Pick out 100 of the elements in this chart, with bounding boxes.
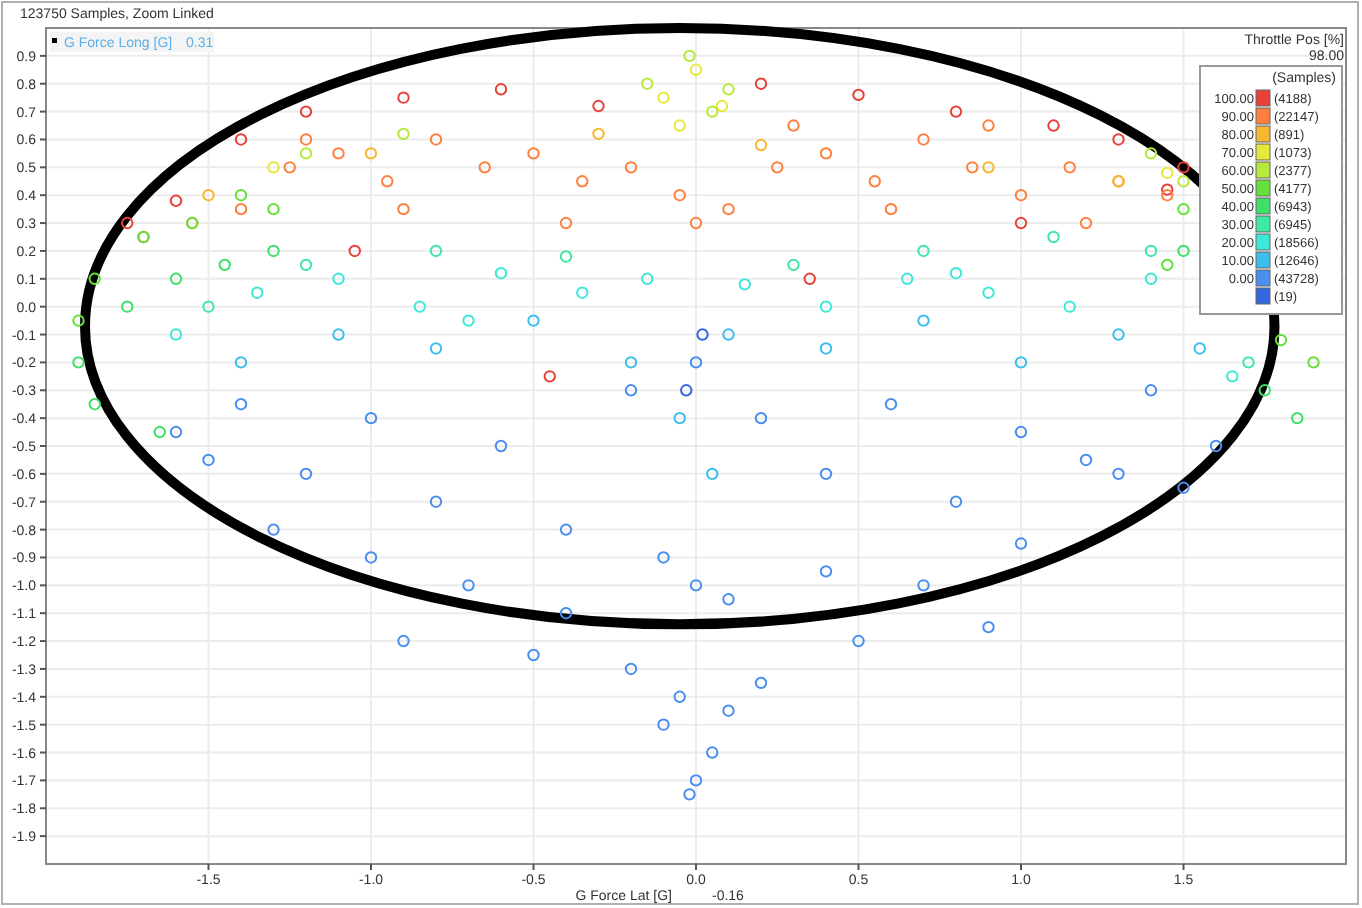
point bbox=[722, 704, 735, 717]
point bbox=[917, 579, 930, 592]
point bbox=[462, 314, 475, 327]
point bbox=[397, 634, 410, 648]
point bbox=[689, 356, 703, 369]
point bbox=[283, 161, 296, 174]
point bbox=[234, 189, 248, 202]
point bbox=[527, 314, 540, 327]
point bbox=[1177, 175, 1190, 188]
point bbox=[1209, 439, 1223, 453]
point bbox=[673, 189, 686, 202]
point bbox=[397, 91, 410, 104]
point bbox=[819, 467, 833, 481]
point bbox=[884, 398, 898, 411]
point bbox=[88, 272, 101, 285]
point bbox=[462, 579, 475, 592]
point bbox=[624, 356, 638, 369]
point bbox=[949, 267, 963, 280]
point bbox=[381, 175, 394, 188]
point bbox=[624, 662, 638, 676]
point bbox=[1177, 202, 1190, 216]
point bbox=[966, 161, 979, 174]
point bbox=[901, 272, 914, 285]
point bbox=[576, 286, 589, 299]
point bbox=[819, 147, 833, 160]
point bbox=[332, 147, 345, 160]
point bbox=[722, 83, 735, 96]
point bbox=[1112, 133, 1125, 146]
point bbox=[202, 453, 215, 467]
point bbox=[364, 551, 378, 564]
point bbox=[202, 300, 215, 313]
point bbox=[72, 314, 85, 327]
point bbox=[299, 467, 313, 481]
point bbox=[706, 467, 719, 481]
point bbox=[1014, 189, 1028, 202]
point bbox=[689, 216, 703, 230]
point bbox=[1079, 453, 1093, 467]
point bbox=[429, 342, 443, 355]
point bbox=[819, 300, 833, 313]
point bbox=[917, 244, 930, 258]
point bbox=[1063, 161, 1076, 174]
point bbox=[689, 579, 703, 592]
point bbox=[494, 439, 508, 453]
point bbox=[299, 105, 313, 118]
point bbox=[689, 63, 703, 76]
point bbox=[364, 147, 378, 160]
point bbox=[1014, 216, 1028, 230]
point bbox=[364, 411, 378, 425]
point bbox=[982, 119, 995, 132]
point bbox=[218, 258, 231, 272]
point bbox=[641, 77, 654, 90]
point bbox=[559, 607, 573, 620]
point bbox=[787, 119, 800, 132]
point bbox=[494, 267, 508, 280]
point bbox=[348, 244, 361, 258]
point bbox=[738, 278, 751, 291]
point bbox=[559, 216, 573, 230]
point bbox=[1274, 333, 1288, 347]
point bbox=[88, 398, 101, 411]
point bbox=[673, 119, 686, 132]
point bbox=[917, 314, 930, 327]
point bbox=[543, 370, 556, 383]
point bbox=[299, 258, 313, 272]
point bbox=[234, 133, 248, 146]
point bbox=[576, 175, 589, 188]
point bbox=[592, 127, 605, 141]
point bbox=[267, 244, 280, 258]
point bbox=[1226, 370, 1239, 383]
point bbox=[1161, 258, 1174, 272]
point bbox=[868, 175, 881, 188]
point bbox=[121, 216, 134, 230]
point bbox=[754, 411, 768, 425]
point bbox=[819, 565, 833, 578]
point bbox=[917, 133, 930, 146]
point bbox=[1161, 189, 1174, 202]
point bbox=[1063, 300, 1076, 313]
point bbox=[1047, 119, 1060, 132]
point bbox=[429, 244, 443, 258]
point bbox=[1144, 272, 1158, 285]
point bbox=[803, 272, 816, 285]
point bbox=[1161, 183, 1174, 196]
point bbox=[949, 105, 963, 118]
point bbox=[1291, 411, 1304, 425]
point bbox=[299, 133, 313, 146]
point bbox=[982, 620, 995, 634]
point bbox=[683, 49, 696, 63]
point bbox=[397, 127, 410, 141]
point bbox=[1307, 356, 1320, 369]
point bbox=[819, 342, 833, 355]
point bbox=[1014, 425, 1028, 439]
point bbox=[267, 523, 280, 536]
point bbox=[852, 88, 865, 102]
point bbox=[494, 83, 508, 96]
point bbox=[1112, 328, 1125, 341]
point bbox=[527, 147, 540, 160]
point bbox=[673, 411, 686, 425]
point bbox=[251, 286, 264, 299]
point bbox=[169, 194, 183, 207]
point bbox=[1144, 384, 1158, 397]
point bbox=[121, 300, 134, 313]
